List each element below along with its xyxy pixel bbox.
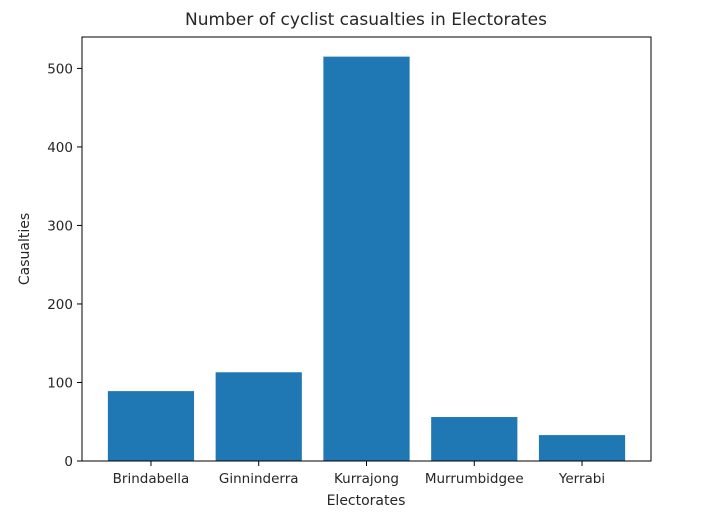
bar-yerrabi bbox=[538, 435, 626, 461]
bar-kurrajong bbox=[323, 56, 410, 461]
y-tick-label: 400 bbox=[47, 140, 73, 156]
bar-ginninderra bbox=[215, 372, 302, 461]
chart-title: Number of cyclist casualties in Electora… bbox=[185, 10, 547, 30]
x-tick-label: Kurrajong bbox=[334, 471, 399, 487]
bars-group bbox=[107, 56, 626, 461]
bar-brindabella bbox=[107, 391, 195, 461]
x-axis-label: Electorates bbox=[327, 493, 406, 509]
y-axis: 0 100 200 300 400 500 bbox=[47, 61, 82, 470]
x-tick-label: Murrumbidgee bbox=[425, 471, 524, 487]
x-tick-label: Brindabella bbox=[113, 471, 190, 487]
bar-murrumbidgee bbox=[431, 417, 518, 461]
y-tick-label: 300 bbox=[47, 218, 73, 234]
x-tick-label: Yerrabi bbox=[558, 471, 605, 487]
y-tick-label: 200 bbox=[47, 297, 73, 313]
y-tick-label: 500 bbox=[47, 61, 73, 77]
y-tick-label: 0 bbox=[64, 454, 73, 470]
x-axis: Brindabella Ginninderra Kurrajong Murrumbid… bbox=[113, 461, 605, 487]
y-tick-label: 100 bbox=[47, 375, 73, 391]
x-tick-label: Ginninderra bbox=[219, 471, 299, 487]
y-axis-label: Casualties bbox=[17, 213, 33, 285]
plot-frame bbox=[81, 36, 652, 462]
